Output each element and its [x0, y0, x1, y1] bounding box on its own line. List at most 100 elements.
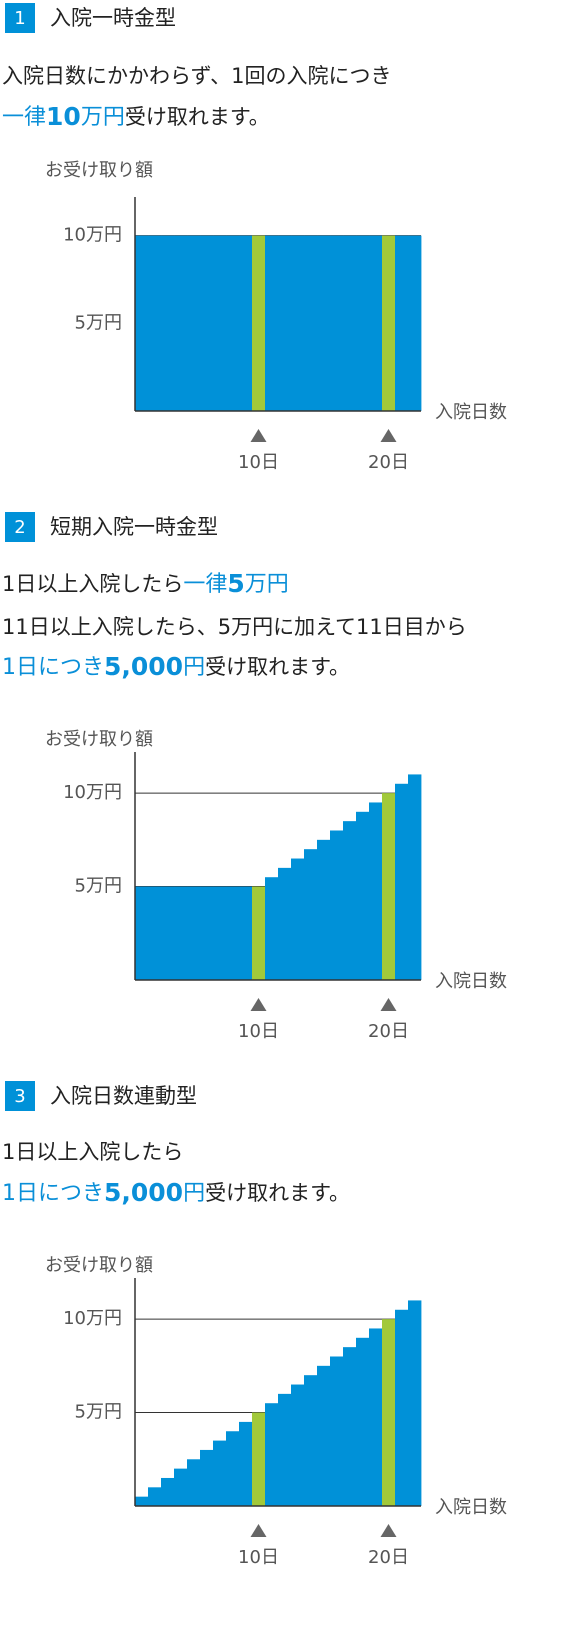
bar — [408, 235, 422, 411]
x-tick-label: 20日 — [368, 1547, 409, 1568]
paragraph-line: 1日につき5,000円受け取れます。 — [2, 1178, 350, 1207]
x-tick-marker — [250, 429, 267, 442]
section-number: 2 — [14, 517, 25, 538]
x-tick-label: 10日 — [238, 1021, 279, 1042]
bar — [161, 235, 175, 411]
bar — [226, 235, 240, 411]
bar — [161, 886, 175, 980]
bar — [382, 793, 395, 980]
text-segment: 万円 — [245, 572, 289, 597]
x-tick-label: 20日 — [368, 1021, 409, 1042]
x-tick-label: 10日 — [238, 1547, 279, 1568]
text-segment: 万円 — [81, 105, 125, 130]
paragraph-line: 1日以上入院したら一律5万円 — [2, 569, 289, 598]
bar — [291, 235, 305, 411]
text-segment: 1日につき — [2, 655, 104, 680]
text-segment: 5,000 — [104, 1178, 183, 1207]
bar — [148, 235, 162, 411]
bar — [317, 839, 331, 980]
bar — [252, 1412, 265, 1506]
bar — [395, 1309, 409, 1506]
bar — [200, 235, 214, 411]
y-tick-label: 10万円 — [63, 782, 122, 803]
bar — [356, 811, 370, 980]
paragraph-line: 1日につき5,000円受け取れます。 — [2, 652, 350, 681]
section-number: 3 — [14, 1086, 25, 1107]
bar — [187, 1459, 201, 1506]
x-tick-marker — [380, 1524, 397, 1537]
paragraph-line: 1日以上入院したら — [2, 1140, 183, 1164]
bar — [252, 886, 265, 980]
bar — [148, 886, 162, 980]
bar — [278, 235, 292, 411]
bar — [343, 1347, 357, 1506]
text-segment: 一律 — [2, 105, 46, 130]
y-tick-label: 10万円 — [63, 225, 122, 246]
bar — [343, 821, 357, 980]
bar — [213, 235, 227, 411]
bar — [252, 235, 265, 411]
paragraph-line: 入院日数にかかわらず、1回の入院につき — [2, 64, 391, 88]
bar — [369, 802, 383, 980]
bar — [317, 1365, 331, 1506]
bar — [356, 1337, 370, 1506]
bar — [187, 235, 201, 411]
x-tick-marker — [250, 1524, 267, 1537]
bar — [174, 1468, 188, 1506]
bar — [226, 886, 240, 980]
bar — [265, 235, 279, 411]
bar — [343, 235, 357, 411]
x-axis-label: 入院日数 — [435, 971, 507, 992]
bar — [135, 235, 149, 411]
section-badge — [5, 512, 35, 542]
bar — [135, 1496, 149, 1506]
text-segment: 1日以上入院したら — [2, 572, 183, 596]
bar — [278, 867, 292, 980]
bar — [239, 235, 253, 411]
bar — [239, 886, 253, 980]
x-tick-marker — [380, 998, 397, 1011]
bar — [395, 235, 409, 411]
bar — [135, 886, 149, 980]
bar — [265, 877, 279, 980]
bar — [213, 1440, 227, 1506]
bar — [291, 1384, 305, 1506]
text-segment: 一律 — [183, 572, 227, 597]
bar — [265, 1403, 279, 1506]
bar — [239, 1421, 253, 1506]
bar — [330, 235, 344, 411]
text-segment: 受け取れます。 — [205, 1181, 350, 1205]
bar — [304, 235, 318, 411]
bar — [304, 849, 318, 980]
bar — [174, 886, 188, 980]
text-segment: 円 — [183, 655, 205, 680]
text-segment: 10 — [46, 102, 81, 131]
bar — [304, 1375, 318, 1506]
bar — [408, 1300, 422, 1506]
section-number: 1 — [14, 8, 25, 29]
bar — [395, 783, 409, 980]
bar — [408, 774, 422, 980]
bar — [382, 1319, 395, 1506]
bar — [369, 1328, 383, 1506]
text-segment: 11日以上入院したら、5万円に加えて11日目から — [2, 615, 467, 639]
x-tick-marker — [380, 429, 397, 442]
y-tick-label: 5万円 — [75, 876, 122, 897]
text-segment: 円 — [183, 1181, 205, 1206]
y-tick-label: 5万円 — [75, 312, 122, 333]
text-segment: 受け取れます。 — [125, 105, 270, 129]
x-axis-label: 入院日数 — [435, 1497, 507, 1518]
bar — [278, 1393, 292, 1506]
text-segment: 1日以上入院したら — [2, 1140, 183, 1164]
text-segment: 受け取れます。 — [205, 655, 350, 679]
x-axis-label: 入院日数 — [435, 402, 507, 423]
y-axis-label: お受け取り額 — [45, 729, 153, 750]
paragraph-line: 11日以上入院したら、5万円に加えて11日目から — [2, 615, 467, 639]
text-segment: 5,000 — [104, 652, 183, 681]
bar — [330, 830, 344, 980]
x-tick-label: 20日 — [368, 452, 409, 473]
bar — [213, 886, 227, 980]
bar — [382, 235, 395, 411]
y-tick-label: 10万円 — [63, 1308, 122, 1329]
text-segment: 入院日数にかかわらず、1回の入院につき — [2, 64, 391, 88]
